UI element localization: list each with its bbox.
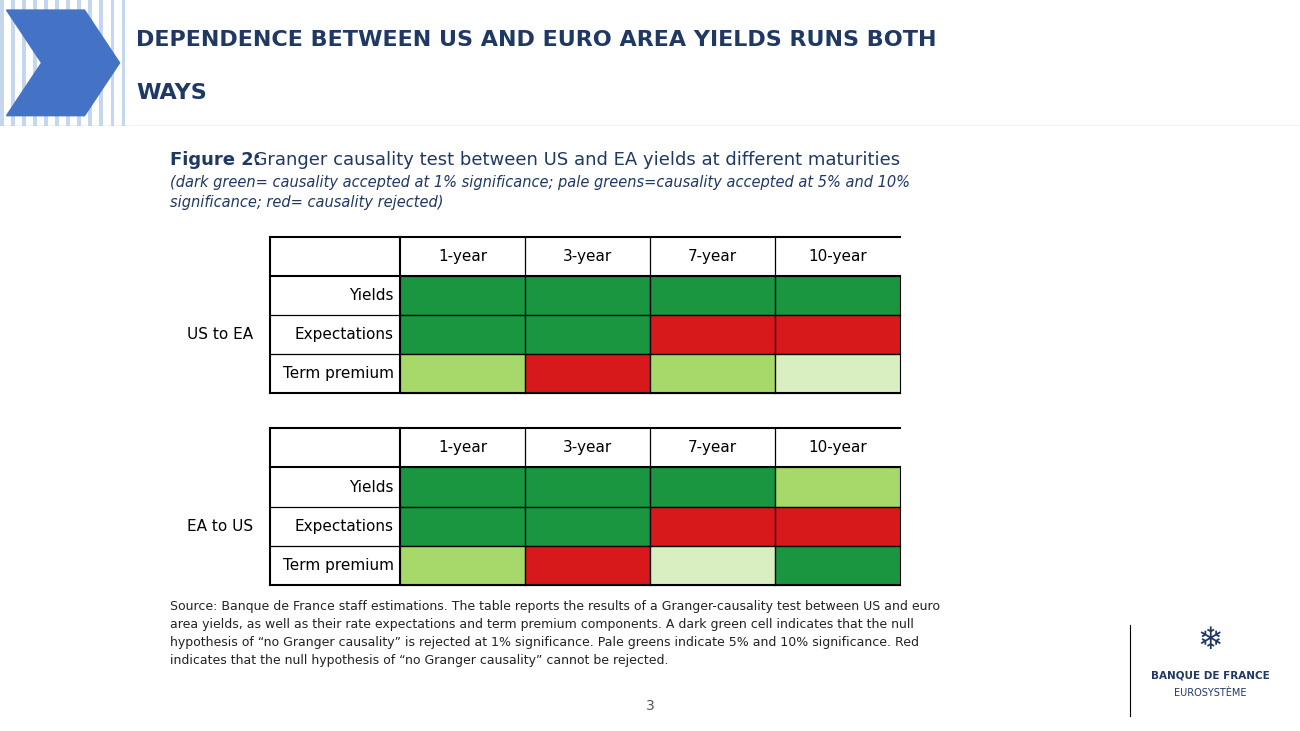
Bar [400, 276, 525, 315]
Text: 1-year: 1-year [438, 249, 488, 264]
Text: US to EA: US to EA [187, 327, 254, 342]
Bar [775, 315, 900, 354]
Bar [100, 0, 104, 126]
Bar [650, 315, 775, 354]
Text: ❄: ❄ [1197, 626, 1223, 655]
Bar [775, 467, 900, 507]
Text: Yields: Yields [350, 480, 394, 494]
Text: Term premium: Term premium [283, 558, 394, 572]
Bar [10, 0, 16, 126]
Text: BANQUE DE FRANCE: BANQUE DE FRANCE [1150, 670, 1269, 681]
Text: Yields: Yields [350, 288, 394, 303]
Bar [55, 0, 60, 126]
Bar [775, 507, 900, 545]
Bar [650, 545, 775, 585]
Bar [650, 354, 775, 393]
Text: EA to US: EA to US [187, 518, 254, 534]
Text: WAYS: WAYS [136, 83, 207, 103]
Bar [525, 354, 650, 393]
Bar [525, 276, 650, 315]
Text: Granger causality test between US and EA yields at different maturities: Granger causality test between US and EA… [242, 151, 900, 169]
Text: Expectations: Expectations [295, 518, 394, 534]
Bar [400, 507, 525, 545]
Text: DEPENDENCE BETWEEN US AND EURO AREA YIELDS RUNS BOTH: DEPENDENCE BETWEEN US AND EURO AREA YIEL… [136, 30, 937, 50]
Bar [650, 276, 775, 315]
Bar [44, 0, 48, 126]
Text: 3-year: 3-year [563, 440, 612, 455]
Bar [122, 0, 125, 126]
Bar [400, 354, 525, 393]
Bar [775, 354, 900, 393]
Text: (dark green= causality accepted at 1% significance; pale greens=causality accept: (dark green= causality accepted at 1% si… [170, 175, 910, 210]
Bar [0, 0, 4, 126]
Text: Figure 2:: Figure 2: [170, 151, 261, 169]
Bar [775, 276, 900, 315]
Text: 3-year: 3-year [563, 249, 612, 264]
Bar [400, 467, 525, 507]
Text: Source: Banque de France staff estimations. The table reports the results of a G: Source: Banque de France staff estimatio… [170, 600, 940, 667]
Text: 7-year: 7-year [688, 249, 737, 264]
Text: 3: 3 [646, 699, 654, 713]
Bar [525, 315, 650, 354]
Bar [66, 0, 70, 126]
Polygon shape [6, 10, 120, 115]
Text: 1-year: 1-year [438, 440, 488, 455]
Bar [525, 545, 650, 585]
Text: 10-year: 10-year [809, 249, 867, 264]
Text: 10-year: 10-year [809, 440, 867, 455]
Bar [400, 545, 525, 585]
Text: 7-year: 7-year [688, 440, 737, 455]
Bar [400, 315, 525, 354]
Bar [111, 0, 114, 126]
Bar [88, 0, 92, 126]
Bar [525, 467, 650, 507]
Bar [525, 507, 650, 545]
Bar [775, 545, 900, 585]
Bar [650, 507, 775, 545]
Bar [22, 0, 26, 126]
Bar [650, 467, 775, 507]
Text: EUROSYSTÈME: EUROSYSTÈME [1174, 688, 1247, 697]
Bar [78, 0, 81, 126]
Bar [34, 0, 38, 126]
Text: Expectations: Expectations [295, 327, 394, 342]
Text: Term premium: Term premium [283, 366, 394, 381]
